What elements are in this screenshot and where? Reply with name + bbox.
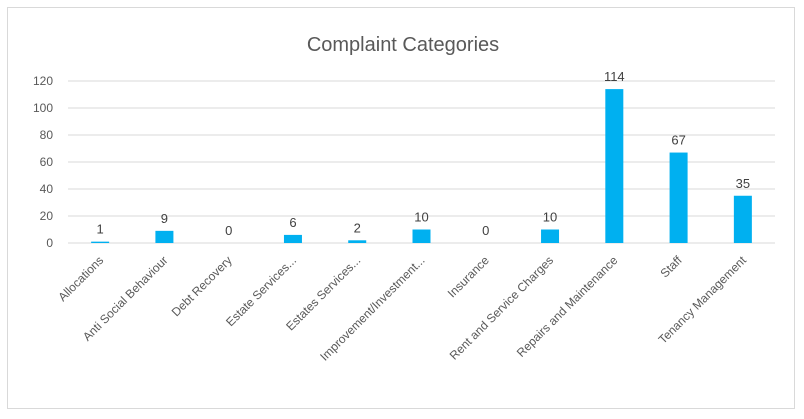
data-labels: 1 9 0 6 2 10 0 10 114 67 35 xyxy=(97,69,751,238)
data-label: 1 xyxy=(97,222,104,237)
data-label: 9 xyxy=(161,211,168,226)
y-tick-label: 80 xyxy=(40,128,54,142)
bar xyxy=(91,241,110,243)
data-label: 67 xyxy=(671,133,685,148)
y-axis-ticks: 0 20 40 60 80 100 120 xyxy=(33,74,53,250)
y-tick-label: 60 xyxy=(40,155,54,169)
x-category-label: Debt Recovery xyxy=(169,253,235,319)
data-label: 10 xyxy=(414,210,428,225)
y-tick-label: 40 xyxy=(40,182,54,196)
bar xyxy=(733,195,752,243)
bar xyxy=(155,230,174,243)
x-category-label: Insurance xyxy=(445,253,492,300)
x-category-label: Rent and Service Charges xyxy=(447,253,556,362)
data-label: 0 xyxy=(225,223,232,238)
data-label: 2 xyxy=(354,220,361,235)
data-label: 35 xyxy=(736,176,750,191)
chart-title: Complaint Categories xyxy=(307,34,499,56)
bar xyxy=(605,89,624,243)
x-category-label: Improvement/Investment... xyxy=(317,253,427,363)
chart-frame xyxy=(7,7,795,409)
bar xyxy=(541,229,560,243)
y-tick-label: 0 xyxy=(46,236,53,250)
y-tick-label: 120 xyxy=(33,74,53,88)
gridlines xyxy=(68,80,775,244)
data-label: 10 xyxy=(543,210,557,225)
data-label: 6 xyxy=(289,215,296,230)
bar xyxy=(669,152,688,243)
data-label: 114 xyxy=(604,69,625,84)
bar xyxy=(412,229,431,243)
y-tick-label: 20 xyxy=(40,209,54,223)
y-tick-label: 100 xyxy=(33,101,53,115)
x-category-label: Staff xyxy=(658,253,686,281)
bars xyxy=(91,89,752,243)
bar xyxy=(283,234,302,243)
bar xyxy=(348,240,367,243)
x-category-label: Allocations xyxy=(55,253,106,304)
data-label: 0 xyxy=(482,223,489,238)
